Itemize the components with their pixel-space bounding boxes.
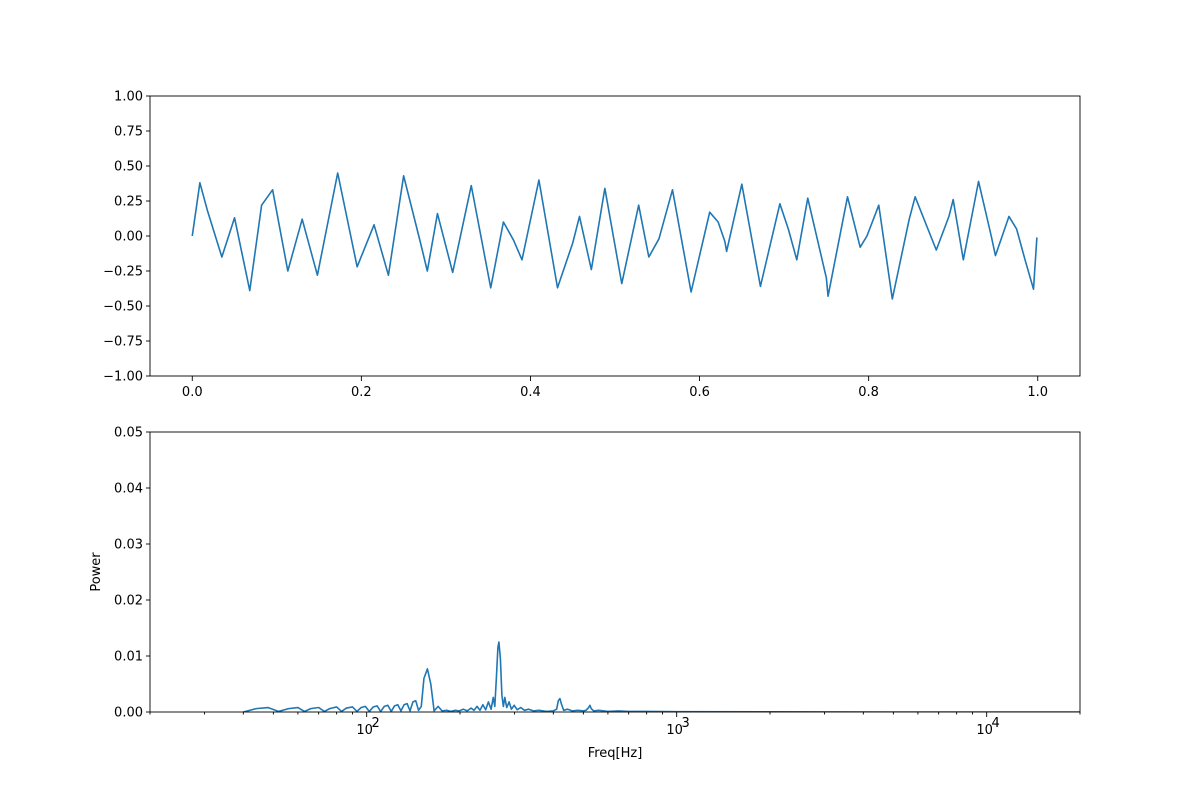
x-tick-label-exponent: 3 <box>682 716 690 731</box>
waveform-plot: −1.00−0.75−0.50−0.250.000.250.500.751.00… <box>103 90 1081 400</box>
y-tick-label: 0.04 <box>114 482 143 497</box>
y-tick-label: 0.02 <box>114 594 143 609</box>
x-tick-label: 0.4 <box>520 385 541 400</box>
x-axis-label: Freq[Hz] <box>588 746 643 761</box>
axes-frame <box>149 95 1081 377</box>
y-tick-label: −0.75 <box>103 335 143 350</box>
y-tick-label: 1.00 <box>114 90 143 105</box>
y-tick-label: 0.03 <box>114 538 143 553</box>
axes-frame <box>149 431 1081 713</box>
y-tick-label: 0.50 <box>114 160 143 175</box>
x-tick-label: 0.2 <box>351 385 372 400</box>
y-tick-label: 0.05 <box>114 426 143 441</box>
x-tick-label: 10 <box>976 723 993 738</box>
y-tick-label: 0.01 <box>114 650 143 665</box>
y-tick-label: 0.00 <box>114 706 143 721</box>
y-tick-label: −0.50 <box>103 300 143 315</box>
x-tick-label: 10 <box>666 723 683 738</box>
y-tick-label: −0.25 <box>103 265 143 280</box>
x-tick-label-exponent: 4 <box>992 716 1000 731</box>
y-tick-label: 0.25 <box>114 195 143 210</box>
x-tick-label: 1.0 <box>1027 385 1048 400</box>
x-tick-label: 0.6 <box>689 385 710 400</box>
y-tick-label: 0.75 <box>114 125 143 140</box>
x-tick-label: 0.0 <box>182 385 203 400</box>
x-tick-label: 10 <box>356 723 373 738</box>
series-line-0 <box>191 172 1038 300</box>
y-tick-label: −1.00 <box>103 370 143 385</box>
series-line-0 <box>243 641 1080 712</box>
x-tick-label: 0.8 <box>858 385 879 400</box>
y-axis-label: Power <box>89 552 104 592</box>
x-tick-label-exponent: 2 <box>372 716 380 731</box>
y-tick-label: 0.00 <box>114 230 143 245</box>
